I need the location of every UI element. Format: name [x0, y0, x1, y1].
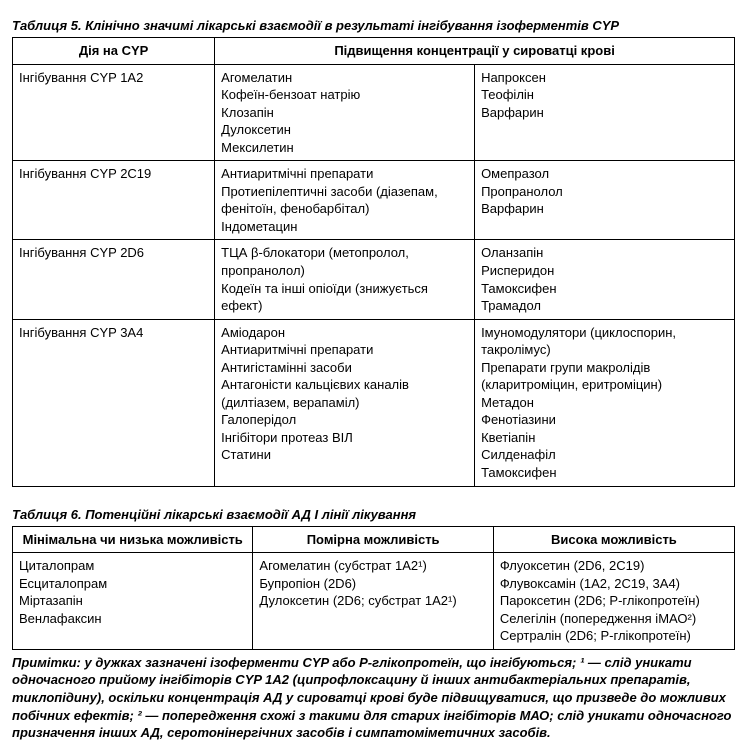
t5-header-action: Дія на CYP — [13, 38, 215, 65]
t5-r1-action: Інгібування CYP 2C19 — [13, 161, 215, 240]
t5-r3-colB: Імуномодулятори (циклоспорин, такролімус… — [475, 319, 735, 486]
table-row: Інгібування CYP 2D6 ТЦА β-блокатори (мет… — [13, 240, 735, 319]
table-row: Інгібування CYP 3A4 АміодаронАнтиаритміч… — [13, 319, 735, 486]
t5-r2-action: Інгібування CYP 2D6 — [13, 240, 215, 319]
table5: Дія на CYP Підвищення концентрації у сир… — [12, 37, 735, 487]
t5-r1-colB: ОмепразолПропранололВарфарин — [475, 161, 735, 240]
table-row: ЦиталопрамЕсциталопрамМіртазапінВенлафак… — [13, 553, 735, 650]
t6-cell-low: ЦиталопрамЕсциталопрамМіртазапінВенлафак… — [13, 553, 253, 650]
t5-r1-colA: Антиаритмічні препаратиПротиепілептичні … — [215, 161, 475, 240]
t5-r2-colB: ОланзапінРисперидонТамоксифенТрамадол — [475, 240, 735, 319]
t5-r0-action: Інгібування CYP 1A2 — [13, 64, 215, 161]
t6-header-high: Висока можливість — [493, 526, 734, 553]
table5-title: Таблиця 5. Клінічно значимі лікарські вз… — [12, 18, 735, 33]
t5-r0-colA: АгомелатинКофеїн-бензоат натріюКлозапінД… — [215, 64, 475, 161]
table6-title: Таблиця 6. Потенційні лікарські взаємоді… — [12, 507, 735, 522]
t5-r0-colB: НапроксенТеофілінВарфарин — [475, 64, 735, 161]
table-row: Інгібування CYP 1A2 АгомелатинКофеїн-бен… — [13, 64, 735, 161]
table6: Мінімальна чи низька можливість Помірна … — [12, 526, 735, 650]
t6-header-mid: Помірна можливість — [253, 526, 493, 553]
t5-r3-action: Інгібування CYP 3A4 — [13, 319, 215, 486]
t5-r2-colA: ТЦА β-блокатори (метопролол, пропранолол… — [215, 240, 475, 319]
t5-r3-colA: АміодаронАнтиаритмічні препаратиАнтигіст… — [215, 319, 475, 486]
t6-cell-mid: Агомелатин (субстрат 1A2¹)Бупропіон (2D6… — [253, 553, 493, 650]
table-row: Інгібування CYP 2C19 Антиаритмічні препа… — [13, 161, 735, 240]
footnotes: Примітки: у дужках зазначені ізоферменти… — [12, 654, 735, 742]
t5-header-increase: Підвищення концентрації у сироватці кров… — [215, 38, 735, 65]
t6-cell-high: Флуоксетин (2D6, 2C19)Флувоксамін (1A2, … — [493, 553, 734, 650]
t6-header-low: Мінімальна чи низька можливість — [13, 526, 253, 553]
